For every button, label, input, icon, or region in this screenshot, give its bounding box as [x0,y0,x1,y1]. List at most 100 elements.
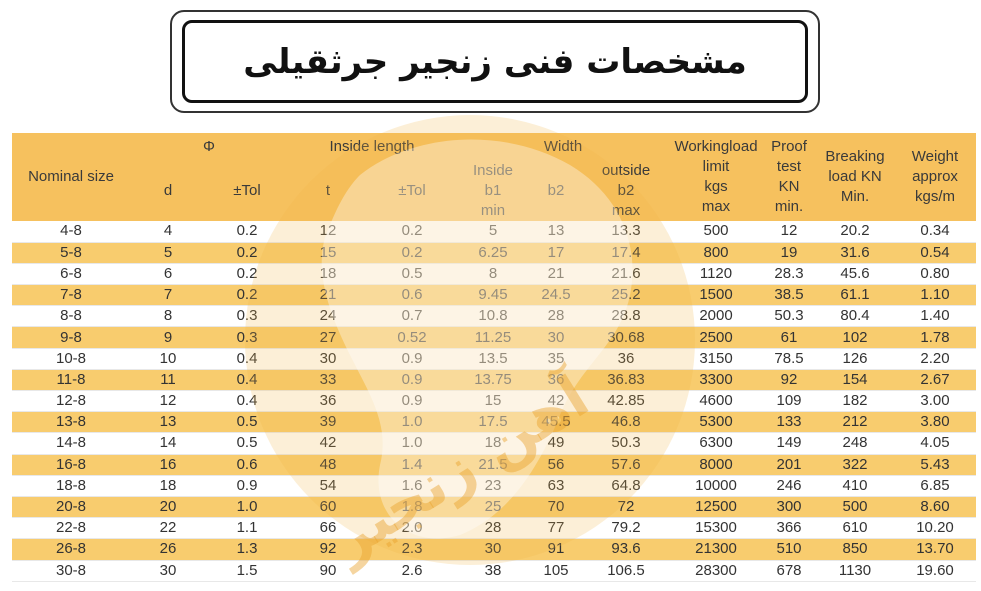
table-cell: 36.83 [582,369,670,391]
table-cell: 9 [130,326,206,349]
table-cell: 154 [816,369,894,391]
table-cell: 15 [456,390,530,412]
table-cell: 126 [816,348,894,370]
table-cell: 33 [288,369,368,391]
table-cell: 21300 [670,538,762,560]
table-cell: 18 [288,263,368,285]
table-cell: 366 [762,517,816,539]
table-cell: 8-8 [12,305,130,327]
table-cell: 93.6 [582,538,670,560]
table-cell: 80.4 [816,305,894,327]
table-cell: 25.2 [582,284,670,306]
table-cell: 13.70 [894,538,976,560]
title-outer-frame [170,10,820,113]
table-cell: 1120 [670,263,762,285]
table-row: 18-8 18 0.9 54 1.6 23 63 64.8 10000 246 410 6.85 [12,475,976,497]
table-cell: 24 [288,305,368,327]
table-cell: 38.5 [762,284,816,306]
table-cell: 42 [288,432,368,455]
table-cell: 21.6 [582,263,670,285]
table-cell: 90 [288,560,368,582]
table-cell: 850 [816,538,894,560]
table-cell: 3150 [670,348,762,370]
table-cell: 1.0 [206,496,288,518]
table-cell: 4600 [670,390,762,412]
table-cell: 0.4 [206,369,288,391]
table-cell: 50.3 [582,432,670,455]
table-cell: 42 [530,390,582,412]
table-cell: 26-8 [12,538,130,560]
table-cell: 8 [130,305,206,327]
table-cell: 28.8 [582,305,670,327]
table-cell: 149 [762,432,816,455]
table-cell: 6300 [670,432,762,455]
table-cell: 16-8 [12,454,130,476]
table-row: 11-8 11 0.4 33 0.9 13.75 36 36.83 3300 92 154 2.67 [12,369,976,391]
table-row: 9-8 9 0.3 27 0.52 11.25 30 30.68 2500 61 102 1.78 [12,326,976,349]
table-cell: 9-8 [12,326,130,349]
header-weight: Weight approx kgs/m [911,148,959,205]
table-cell: 5 [456,221,530,243]
table-cell: 106.5 [582,560,670,582]
table-cell: 78.5 [762,348,816,370]
table-cell: 30-8 [12,560,130,582]
table-cell: 105 [530,560,582,582]
table-cell: 410 [816,475,894,497]
table-cell: 19 [762,242,816,264]
table-cell: 56 [530,454,582,476]
table-row: 10-8 10 0.4 30 0.9 13.5 35 36 3150 78.5 126 2.20 [12,348,976,370]
header-inside-length: Inside length [329,138,415,155]
table-cell: 21 [530,263,582,285]
table-cell: 28 [530,305,582,327]
table-cell: 20 [130,496,206,518]
table-cell: 13 [130,411,206,433]
table-cell: 23 [456,475,530,497]
table-cell: 11-8 [12,369,130,391]
table-cell: 15300 [670,517,762,539]
table-cell: 30.68 [582,326,670,349]
table-cell: 61 [762,326,816,349]
table-cell: 45.6 [816,263,894,285]
table-cell: 510 [762,538,816,560]
table-cell: 6.85 [894,475,976,497]
table-cell: 36 [582,348,670,370]
table-cell: 38 [456,560,530,582]
table-cell: 46.8 [582,411,670,433]
table-cell: 1.1 [206,517,288,539]
header-b2: b2 [547,182,565,199]
table-cell: 36 [288,390,368,412]
table-cell: 39 [288,411,368,433]
table-cell: 0.7 [368,305,456,327]
header-breaking-load: Breaking load KN Min. [825,148,885,205]
table-cell: 30 [456,538,530,560]
table-cell: 13 [530,221,582,243]
table-cell: 1.5 [206,560,288,582]
chain-spec-table: Nominal size Φ Inside length Width Worki… [12,133,976,582]
table-cell: 0.80 [894,263,976,285]
table-cell: 2.20 [894,348,976,370]
table-cell: 35 [530,348,582,370]
table-cell: 500 [816,496,894,518]
table-cell: 10000 [670,475,762,497]
table-cell: 610 [816,517,894,539]
table-cell: 9.45 [456,284,530,306]
table-cell: 13.5 [456,348,530,370]
table-cell: 5-8 [12,242,130,264]
table-cell: 4-8 [12,221,130,243]
table-cell: 24.5 [530,284,582,306]
header-inside-b1: Inside b1 min [472,162,514,219]
table-cell: 20.2 [816,221,894,243]
table-cell: 20-8 [12,496,130,518]
table-cell: 1.0 [368,411,456,433]
table-cell: 212 [816,411,894,433]
table-cell: 49 [530,432,582,455]
table-cell: 2.3 [368,538,456,560]
table-cell: 1500 [670,284,762,306]
table-cell: 92 [288,538,368,560]
table-cell: 15 [288,242,368,264]
table-cell: 21 [288,284,368,306]
table-row: 5-8 5 0.2 15 0.2 6.25 17 17.4 800 19 31.6 0.54 [12,242,976,264]
table-cell: 0.34 [894,221,976,243]
table-cell: 13.75 [456,369,530,391]
table-cell: 22-8 [12,517,130,539]
